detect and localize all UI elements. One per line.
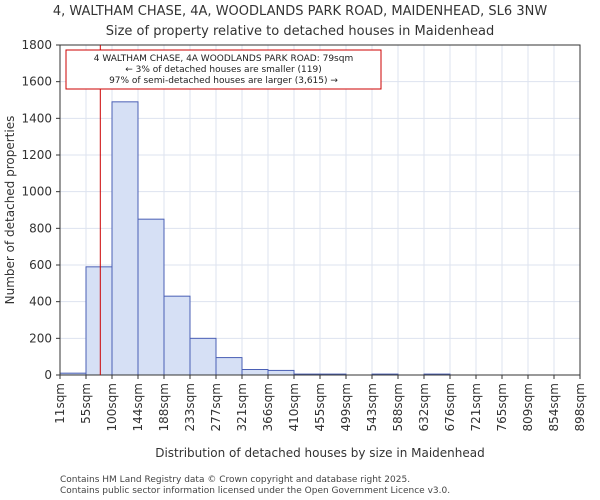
x-axis-label: Distribution of detached houses by size … [155, 446, 485, 460]
x-tick-label-188sqm: 188sqm [157, 383, 171, 431]
bar-233sqm [189, 337, 217, 376]
y-axis-ticks: 0 200 400 600 800 1000 1200 1400 1600 1800 [21, 38, 60, 382]
bar-277sqm [215, 357, 243, 376]
bar-100sqm [111, 101, 139, 376]
x-tick-label-588sqm: 588sqm [391, 383, 405, 431]
x-tick-label-632sqm: 632sqm [417, 383, 431, 431]
bars [59, 101, 451, 376]
y-tick-label-4: 800 [29, 221, 52, 235]
bar-188sqm [163, 295, 191, 376]
chart-title: 4, WALTHAM CHASE, 4A, WOODLANDS PARK ROA… [53, 4, 548, 19]
annotation-line-1: 4 WALTHAM CHASE, 4A WOODLANDS PARK ROAD:… [94, 54, 353, 64]
x-tick-label-144sqm: 144sqm [131, 383, 145, 431]
y-tick-label-2: 400 [29, 295, 52, 309]
bar-55sqm [85, 266, 113, 376]
x-tick-label-721sqm: 721sqm [469, 383, 483, 431]
x-tick-label-676sqm: 676sqm [443, 383, 457, 431]
y-tick-label-3: 600 [29, 258, 52, 272]
x-tick-label-100sqm: 100sqm [105, 383, 119, 431]
y-axis-label: Number of detached properties [3, 116, 17, 305]
x-tick-label-410sqm: 410sqm [287, 383, 301, 431]
y-tick-label-5: 1000 [21, 185, 52, 199]
x-tick-label-499sqm: 499sqm [339, 383, 353, 431]
bar-144sqm [137, 218, 165, 376]
y-tick-label-1: 200 [29, 331, 52, 345]
x-tick-label-765sqm: 765sqm [495, 383, 509, 431]
x-tick-label-277sqm: 277sqm [209, 383, 223, 431]
annotation-line-3: 97% of semi-detached houses are larger (… [109, 76, 338, 86]
footer-line-1: Contains HM Land Registry data © Crown c… [60, 475, 410, 485]
x-tick-label-543sqm: 543sqm [365, 383, 379, 431]
x-tick-label-809sqm: 809sqm [521, 383, 535, 431]
y-tick-label-9: 1800 [21, 38, 52, 52]
x-tick-label-898sqm: 898sqm [573, 383, 587, 431]
chart-subtitle: Size of property relative to detached ho… [106, 24, 495, 39]
x-tick-label-455sqm: 455sqm [313, 383, 327, 431]
x-tick-label-321sqm: 321sqm [235, 383, 249, 431]
annotation-line-2: ← 3% of detached houses are smaller (119… [125, 65, 322, 75]
x-tick-label-366sqm: 366sqm [261, 383, 275, 431]
bar-321sqm [241, 369, 269, 376]
x-tick-label-55sqm: 55sqm [79, 383, 93, 424]
x-axis-ticks: 11sqm 55sqm 100sqm 144sqm 188sqm 233sqm 277sqm… [53, 375, 587, 431]
x-tick-label-854sqm: 854sqm [547, 383, 561, 431]
footer-line-2: Contains public sector information licen… [60, 486, 450, 496]
annotation-box: 4 WALTHAM CHASE, 4A WOODLANDS PARK ROAD:… [65, 49, 382, 90]
bar-366sqm [267, 369, 295, 376]
y-tick-label-8: 1600 [21, 75, 52, 89]
x-tick-label-233sqm: 233sqm [183, 383, 197, 431]
y-tick-label-7: 1400 [21, 111, 52, 125]
x-tick-label-11sqm: 11sqm [53, 383, 67, 424]
y-tick-label-6: 1200 [21, 148, 52, 162]
y-tick-label-0: 0 [44, 368, 52, 382]
